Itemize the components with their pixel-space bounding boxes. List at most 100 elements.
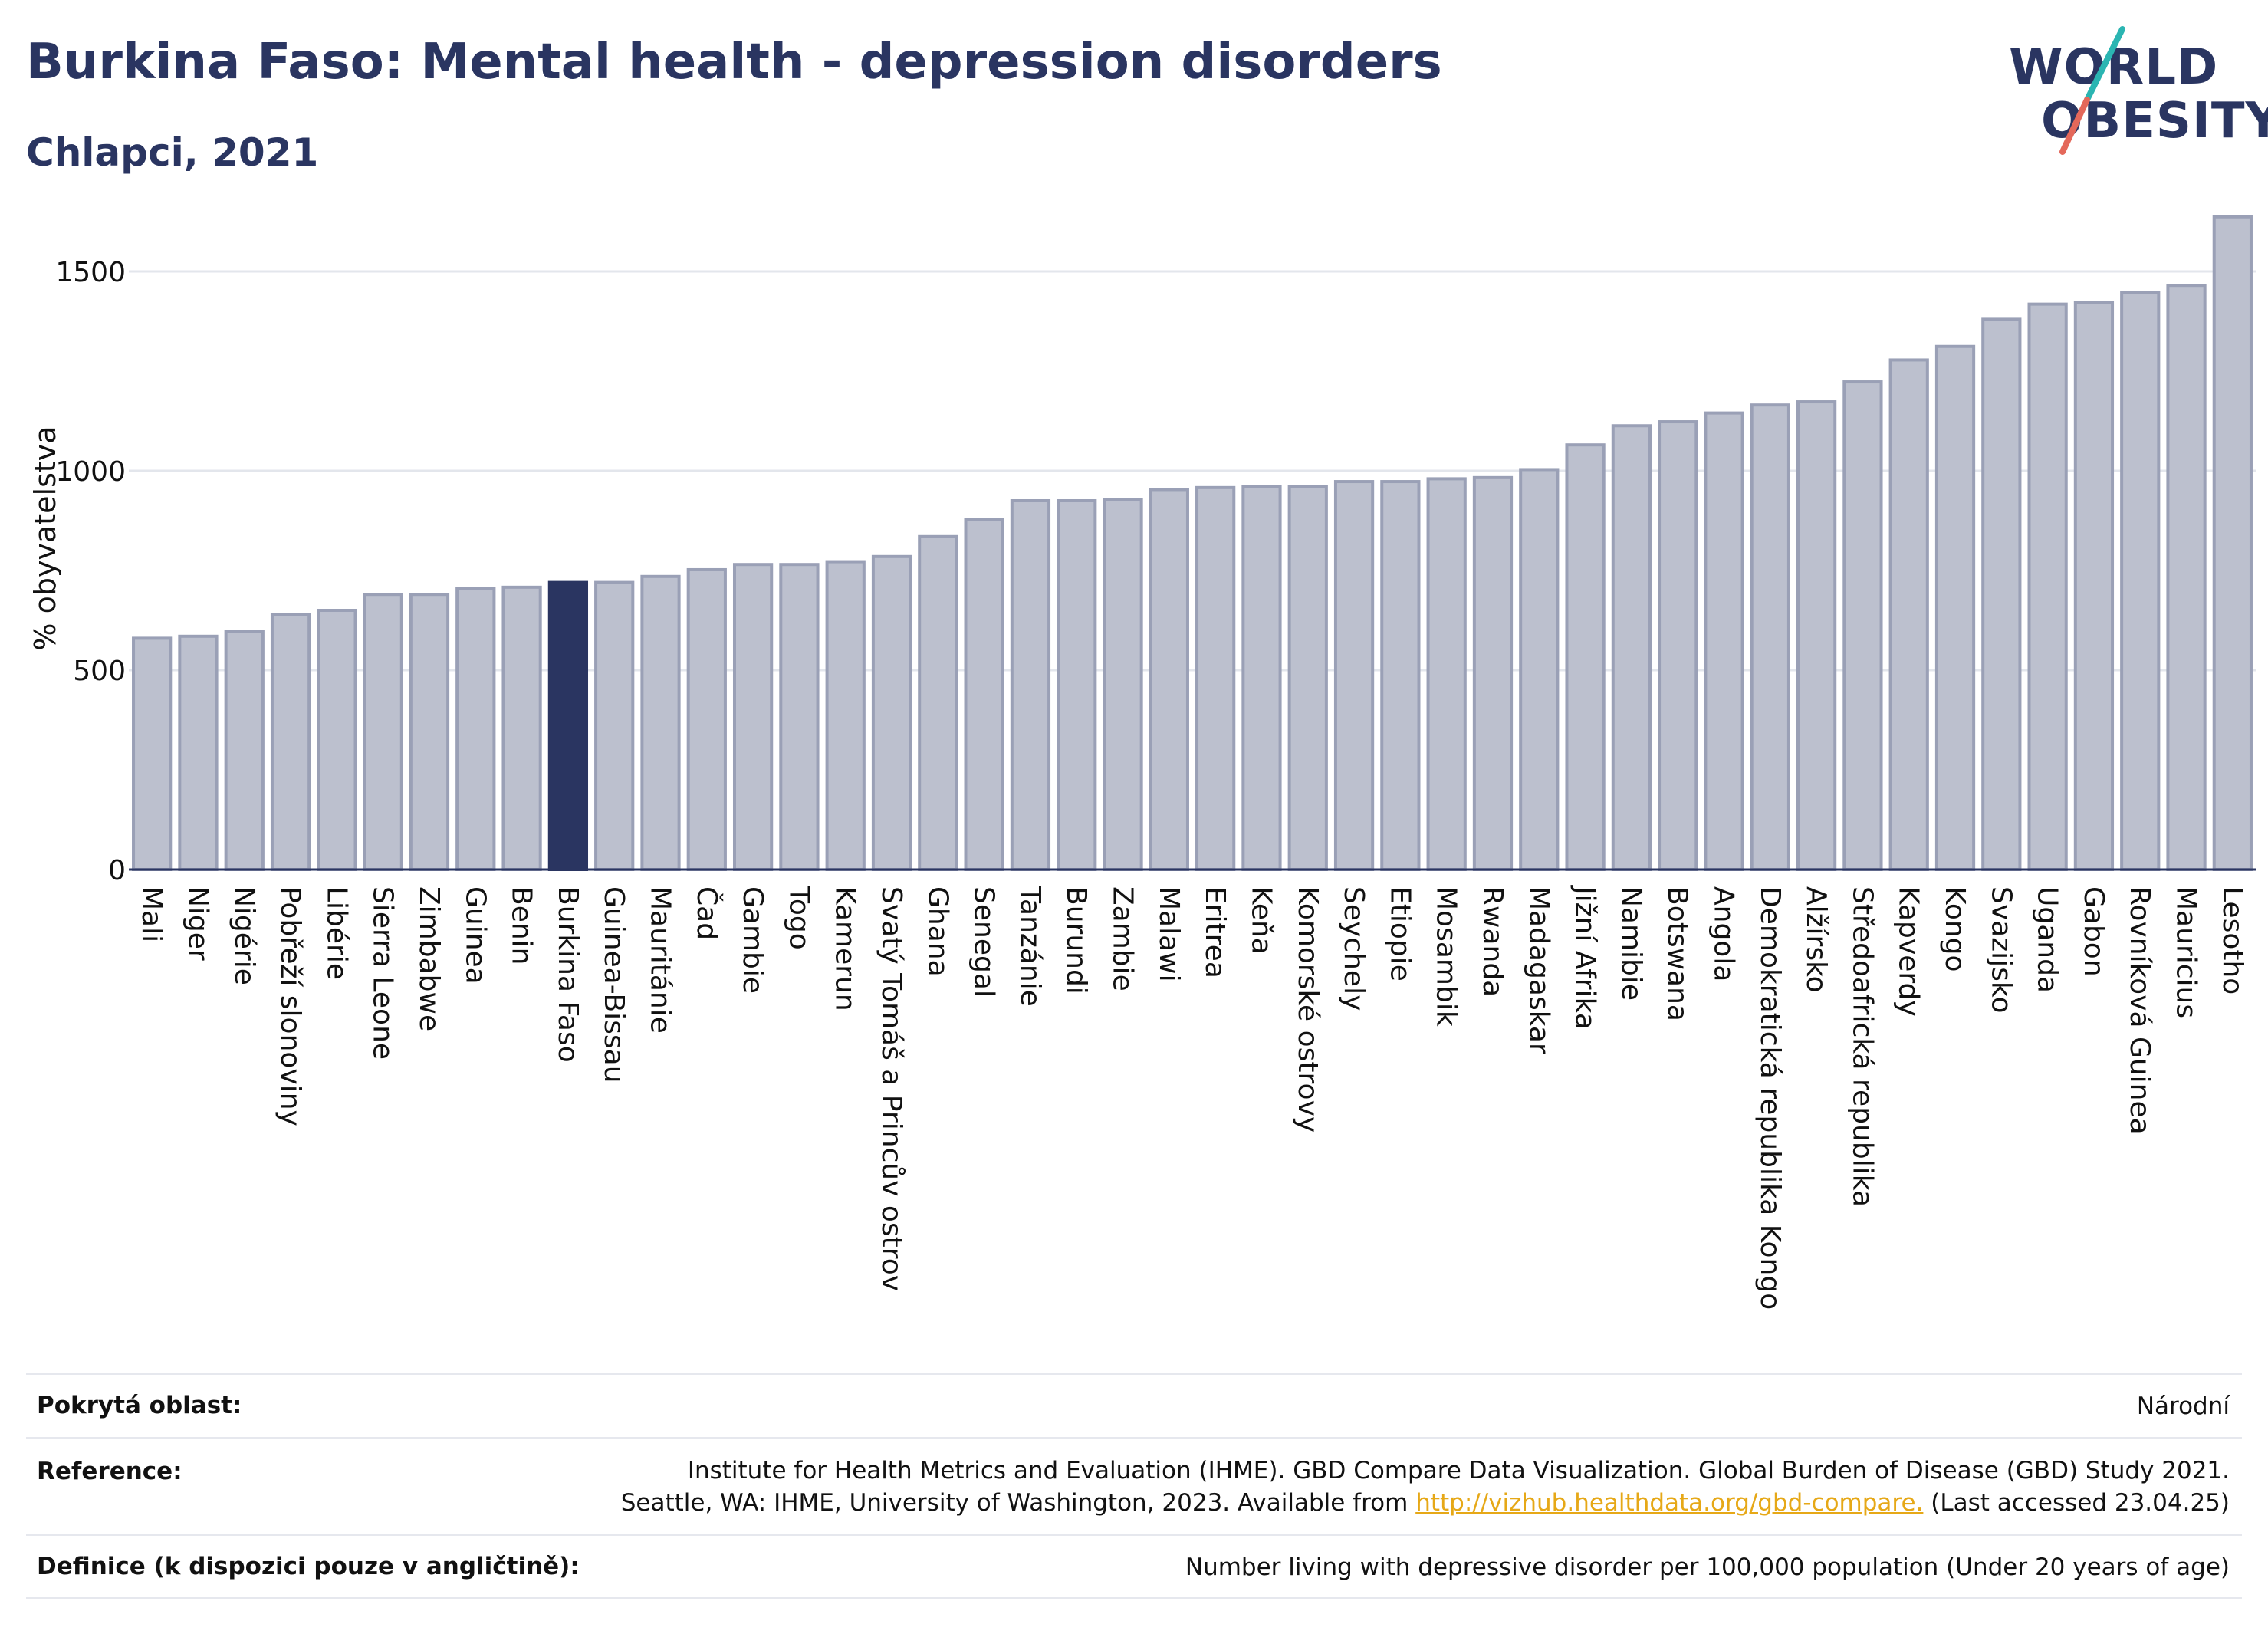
- x-tick-label: Seychely: [1338, 886, 1369, 1011]
- x-tick-label: Lesotho: [2217, 886, 2248, 995]
- x-tick-label: Guinea-Bissau: [598, 886, 629, 1083]
- x-tick-label: Středoafrická republika: [1846, 886, 1878, 1207]
- footer-row-reference: Reference: Institute for Health Metrics …: [26, 1437, 2242, 1534]
- bar-17: [918, 534, 958, 871]
- footer-label-reference: Reference:: [37, 1458, 182, 1485]
- bar-9: [547, 580, 589, 871]
- page-subtitle: Chlapci, 2021: [26, 130, 319, 175]
- x-tick-label: Mauricius: [2171, 886, 2202, 1018]
- x-tick-label: Namibie: [1616, 886, 1647, 1001]
- x-tick-label: Rwanda: [1477, 886, 1508, 997]
- bar-19: [1010, 499, 1051, 871]
- bar-41: [2027, 302, 2068, 871]
- bar-38: [1888, 358, 1929, 871]
- bar-33: [1658, 420, 1698, 871]
- x-tick-label: Čad: [691, 886, 723, 940]
- bar-26: [1333, 480, 1375, 871]
- bar-29: [1472, 475, 1514, 872]
- footer-label-definition: Definice (k dispozici pouze v angličtině…: [37, 1553, 580, 1580]
- bar-24: [1241, 485, 1282, 871]
- x-tick-label: Alžírsko: [1800, 886, 1832, 993]
- footer-value-definition: Number living with depressive disorder p…: [1185, 1553, 2230, 1581]
- x-tick-label: Kamerun: [830, 886, 861, 1011]
- bar-13: [732, 563, 774, 871]
- x-tick-label: Guinea: [459, 886, 491, 985]
- x-tick-label: Libérie: [320, 886, 352, 980]
- footer-table: Pokrytá oblast: Národní Reference: Insti…: [26, 1373, 2242, 1599]
- x-tick-label: Pobřeží slonoviny: [274, 886, 306, 1126]
- bar-8: [501, 585, 542, 872]
- bar-44: [2166, 284, 2207, 871]
- x-tick-label: Komorské ostrovy: [1292, 886, 1323, 1133]
- bar-12: [686, 567, 727, 872]
- x-tick-label: Demokratická republika Kongo: [1754, 886, 1786, 1310]
- bar-22: [1149, 488, 1189, 871]
- x-tick-label: Etiopie: [1384, 886, 1415, 981]
- bar-4: [317, 609, 357, 871]
- x-tick-label: Togo: [783, 886, 814, 950]
- bar-20: [1057, 499, 1097, 871]
- bar-6: [409, 593, 450, 871]
- x-tick-label: Mosambik: [1431, 886, 1462, 1027]
- footer-row-definition: Definice (k dispozici pouze v angličtině…: [26, 1534, 2242, 1599]
- bar-39: [1934, 344, 1976, 871]
- footer-row-coverage: Pokrytá oblast: Národní: [26, 1373, 2242, 1437]
- bar-45: [2212, 215, 2253, 871]
- x-tick-label: Tanzánie: [1014, 886, 1046, 1007]
- reference-accessed: (Last accessed 23.04.25): [1923, 1489, 2230, 1517]
- bar-16: [871, 554, 912, 871]
- x-tick-label: Benin: [506, 886, 537, 965]
- bar-36: [1796, 400, 1837, 871]
- bar-7: [455, 587, 496, 872]
- x-tick-label: Mauritánie: [645, 886, 676, 1034]
- y-tick-label: 1000: [55, 456, 126, 488]
- x-tick-label: Burundi: [1060, 886, 1092, 995]
- bar-28: [1426, 477, 1467, 872]
- x-tick-label: Niger: [182, 886, 213, 961]
- bar-11: [640, 574, 681, 871]
- x-tick-label: Sierra Leone: [367, 886, 399, 1060]
- bar-15: [825, 560, 866, 871]
- y-tick-label: 500: [73, 656, 126, 687]
- bar-23: [1195, 485, 1236, 872]
- bar-25: [1287, 485, 1328, 871]
- x-tick-label: Uganda: [2032, 886, 2063, 993]
- bar-2: [224, 630, 265, 871]
- bar-43: [2120, 291, 2161, 871]
- x-tick-label: Burkina Faso: [552, 886, 583, 1063]
- reference-link[interactable]: http://vizhub.healthdata.org/gbd-compare…: [1415, 1489, 1924, 1517]
- bar-37: [1842, 380, 1883, 872]
- x-tick-label: Nigérie: [228, 886, 260, 985]
- footer-value-coverage: Národní: [2136, 1392, 2230, 1420]
- reference-line-2-text: Seattle, WA: IHME, University of Washing…: [620, 1489, 1416, 1517]
- bar-3: [270, 613, 311, 871]
- bar-21: [1103, 498, 1143, 871]
- x-tick-label: Zambie: [1107, 886, 1139, 991]
- x-tick-label: Angola: [1708, 886, 1740, 981]
- x-tick-label: Rovníková Guinea: [2124, 886, 2155, 1135]
- bar-30: [1519, 468, 1560, 871]
- reference-line-1: Institute for Health Metrics and Evaluat…: [687, 1457, 2230, 1484]
- footer-value-reference: Institute for Health Metrics and Evaluat…: [621, 1455, 2230, 1519]
- x-tick-label: Senegal: [968, 886, 1000, 998]
- y-tick-label: 1500: [55, 257, 126, 288]
- x-tick-label: Madagaskar: [1523, 886, 1554, 1054]
- x-tick-label: Kapverdy: [1893, 886, 1925, 1017]
- x-tick-label: Gambie: [737, 886, 768, 994]
- x-tick-label: Malawi: [1153, 886, 1185, 982]
- world-obesity-logo: WORLD OBESITY: [2001, 23, 2268, 161]
- bar-42: [2073, 301, 2115, 871]
- logo-slash-icon: [2059, 26, 2125, 155]
- y-axis-label: % obyvatelstva: [28, 426, 62, 650]
- bar-40: [1981, 317, 2022, 871]
- bar-34: [1704, 411, 1744, 871]
- bar-32: [1611, 424, 1652, 871]
- bar-5: [363, 593, 403, 871]
- x-tick-label: Kongo: [1939, 886, 1971, 972]
- bar-10: [594, 580, 635, 871]
- x-tick-label: Jižní Afrika: [1570, 885, 1601, 1030]
- page-title: Burkina Faso: Mental health - depression…: [26, 34, 1442, 90]
- x-tick-label: Svazijsko: [1985, 886, 2017, 1013]
- x-tick-label: Mali: [136, 886, 167, 942]
